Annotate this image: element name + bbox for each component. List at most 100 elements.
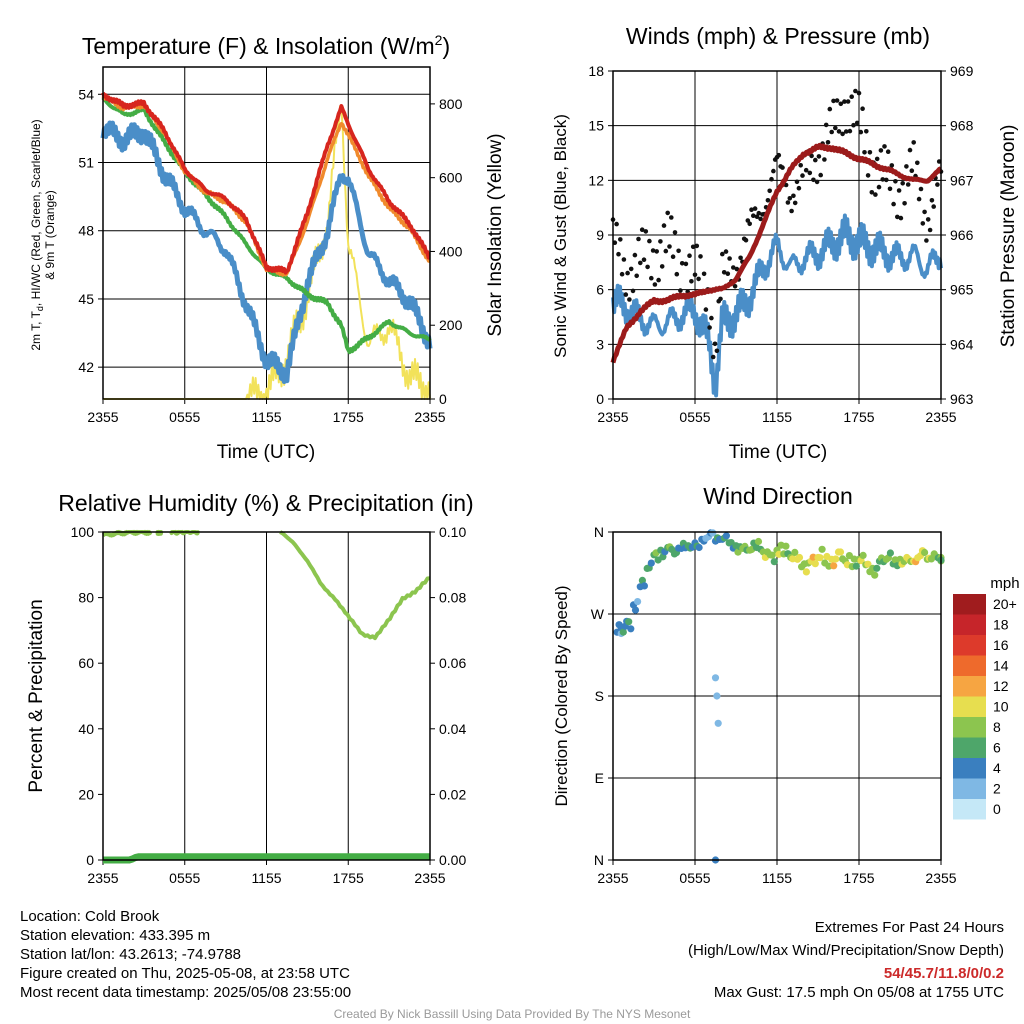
direction-xtick-label: 2355: [597, 870, 628, 886]
winds-gust-point: [847, 128, 853, 134]
station-elevation: Station elevation: 433.395 m: [20, 927, 211, 944]
direction-point: [791, 548, 799, 557]
winds-gust-point: [818, 172, 823, 178]
winds-ytick-right-label: 965: [950, 282, 974, 298]
temperature-ylabel-right: Solar Insolation (Yellow): [485, 133, 506, 336]
direction-frame: [612, 531, 942, 861]
colorbar-swatch: [953, 635, 986, 656]
colorbar-label: 8: [993, 719, 1001, 735]
winds-gust-point: [860, 106, 865, 111]
winds-gust-point: [873, 192, 878, 197]
winds-xtick-label: 1755: [843, 409, 874, 425]
winds-gust-point: [831, 98, 836, 104]
colorbar-swatch: [953, 676, 986, 697]
humidity-ytick-label: 0: [86, 852, 94, 868]
direction-point: [619, 628, 627, 636]
direction-point: [714, 719, 722, 727]
winds-xtick-label: 0555: [679, 409, 710, 425]
temperature-frame: [102, 66, 431, 400]
temperature-ytick-label: 51: [78, 155, 94, 171]
winds-gust-point: [650, 248, 656, 253]
winds-gust-point: [658, 239, 663, 244]
winds-gust-point: [822, 157, 827, 162]
station-location: Location: Cold Brook: [20, 908, 160, 925]
direction-ylabel: Direction (Colored By Speed): [552, 585, 571, 806]
humidity-ytick-label: 60: [78, 655, 94, 671]
direction-point: [625, 618, 633, 626]
direction-ytick-label: N: [594, 852, 604, 868]
humidity-plot-area: 2355 0555 1155 1755 2355 0 20 40 60 80 100 0.00 0.02…: [71, 524, 467, 886]
winds-gust-point: [625, 270, 630, 276]
temperature-xlabel: Time (UTC): [217, 442, 316, 463]
winds-gust-point: [885, 149, 891, 154]
winds-gust-point: [851, 122, 856, 128]
winds-gust-point: [752, 206, 758, 211]
winds-gust-point: [876, 184, 882, 190]
winds-gust-point: [849, 94, 854, 99]
winds-gust-point: [811, 177, 816, 183]
winds-gust-point: [769, 176, 774, 182]
winds-gust-point: [918, 186, 924, 192]
winds-xtick-label: 2355: [925, 409, 956, 425]
humidity-frame: [102, 531, 431, 861]
temperature-xtick-label: 0555: [169, 409, 200, 425]
temperature-ytick-right-label: 600: [439, 170, 463, 186]
direction-point: [627, 625, 635, 633]
direction-point: [631, 606, 640, 614]
figure-created: Figure created on Thu, 2025-05-08, at 23…: [20, 965, 350, 982]
speed-colorbar: mph 20+ 18 16 14 12 10 8 6 4 2 0: [953, 575, 1020, 820]
temperature-ytick-label: 45: [78, 291, 94, 307]
winds-series-sonic-wind: [611, 213, 943, 398]
winds-gust-point: [718, 296, 723, 302]
direction-ytick-label: S: [595, 688, 604, 704]
winds-gust-point: [621, 257, 627, 262]
temperature-title: Temperature (F) & Insolation (W/m2): [82, 32, 450, 59]
humidity-title: Relative Humidity (%) & Precipitation (i…: [58, 490, 473, 516]
direction-point: [754, 537, 763, 546]
humidity-ytick-label: 40: [78, 721, 94, 737]
humidity-series-precipitation: [102, 853, 431, 864]
winds-gust-point: [676, 248, 681, 254]
winds-gust-point: [905, 182, 911, 187]
winds-gust-point: [867, 150, 873, 155]
direction-point: [836, 548, 845, 556]
colorbar-title: mph: [990, 575, 1019, 592]
winds-title: Winds (mph) & Pressure (mb): [626, 23, 930, 49]
winds-xlabel: Time (UTC): [729, 442, 828, 463]
winds-gust-point: [838, 101, 844, 107]
colorbar-label: 12: [993, 678, 1009, 694]
winds-gust-point: [663, 248, 669, 254]
winds-gust-point: [825, 140, 831, 145]
winds-gust-point: [654, 249, 659, 254]
winds-gust-point: [679, 261, 685, 266]
temperature-ytick-right-label: 400: [439, 243, 463, 259]
winds-gust-point: [734, 266, 740, 272]
winds-gust-point: [807, 170, 813, 176]
winds-gust-point: [665, 210, 670, 216]
winds-gust-point: [845, 99, 851, 104]
winds-gust-point: [794, 179, 800, 185]
temperature-xtick-label: 1155: [251, 409, 281, 425]
winds-ytick-label: 0: [596, 391, 604, 407]
direction-point: [782, 542, 790, 550]
colorbar-label: 18: [993, 617, 1009, 633]
station-latlon: Station lat/lon: 43.2613; -74.9788: [20, 946, 242, 963]
temperature-xtick-label: 2355: [87, 409, 118, 425]
winds-ytick-label: 12: [588, 172, 604, 188]
winds-gust-point: [749, 207, 754, 212]
winds-gust-point: [707, 325, 712, 330]
winds-series-station-pressure: [610, 142, 943, 364]
winds-gust-point: [829, 129, 834, 135]
winds-gust-point: [710, 354, 716, 360]
winds-gust-point: [709, 315, 714, 321]
winds-gust-point: [670, 254, 676, 259]
direction-xtick-label: 1755: [843, 870, 874, 886]
humidity-ytick-right-label: 0.08: [439, 590, 466, 606]
winds-gust-point: [672, 230, 678, 235]
winds-gust-point: [862, 150, 867, 155]
humidity-ytick-right-label: 0.02: [439, 786, 466, 802]
winds-gust-point: [889, 163, 895, 168]
humidity-xtick-label: 2355: [87, 870, 118, 886]
temperature-xtick-label: 2355: [414, 409, 445, 425]
